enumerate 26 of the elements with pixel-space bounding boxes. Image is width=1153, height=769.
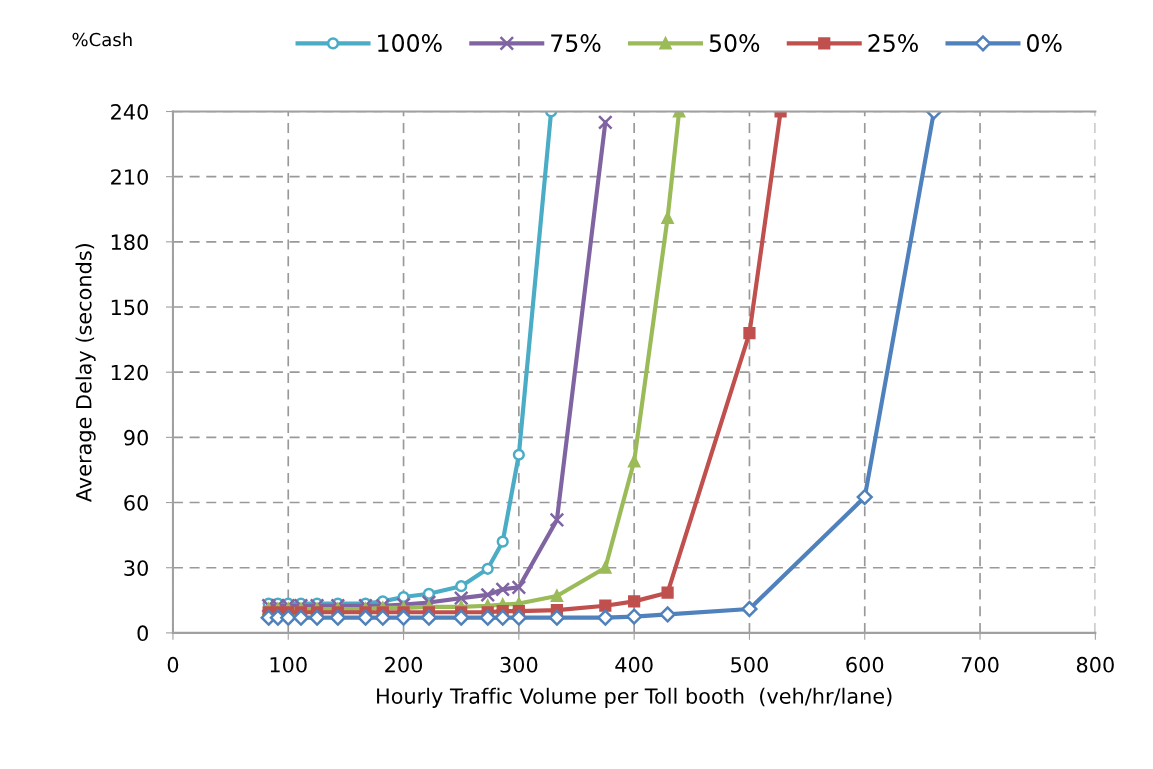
x-tick-label: 400: [615, 656, 653, 673]
legend-label: 75%: [551, 34, 601, 52]
legend-label: 50%: [709, 34, 760, 52]
x-axis-title: Hourly Traffic Volume per Toll booth (veh/hr/lane): [377, 687, 892, 708]
y-tick-label: 120: [111, 364, 148, 381]
x-tick-label: 0: [167, 656, 179, 673]
x-tick-label: 300: [500, 656, 538, 673]
legend-label: 25%: [868, 34, 918, 52]
y-tick-label: 180: [111, 234, 148, 251]
y-tick-label: 210: [111, 169, 148, 185]
x-tick-label: 600: [846, 656, 884, 673]
y-tick-label: 240: [111, 103, 148, 120]
legend-label: 0%: [1027, 34, 1062, 52]
y-tick-label: 90: [124, 429, 148, 446]
x-tick-label: 800: [1076, 656, 1114, 673]
x-tick-label: 500: [731, 656, 768, 673]
legend-label: 100%: [378, 34, 442, 52]
y-tick-label: 0: [137, 625, 148, 642]
y-tick-label: 150: [111, 299, 148, 316]
x-tick-label: 100: [270, 656, 307, 673]
legend-title: %Cash: [72, 32, 132, 47]
y-axis-title: Average Delay (seconds): [75, 244, 96, 503]
y-tick-label: 30: [124, 560, 148, 576]
y-tick-label: 60: [124, 494, 148, 511]
x-tick-label: 700: [961, 656, 999, 673]
x-tick-label: 200: [385, 656, 423, 673]
